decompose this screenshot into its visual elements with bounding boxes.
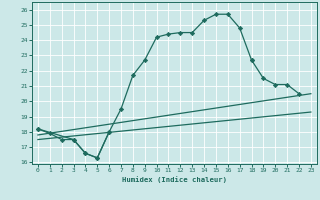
- X-axis label: Humidex (Indice chaleur): Humidex (Indice chaleur): [122, 176, 227, 183]
